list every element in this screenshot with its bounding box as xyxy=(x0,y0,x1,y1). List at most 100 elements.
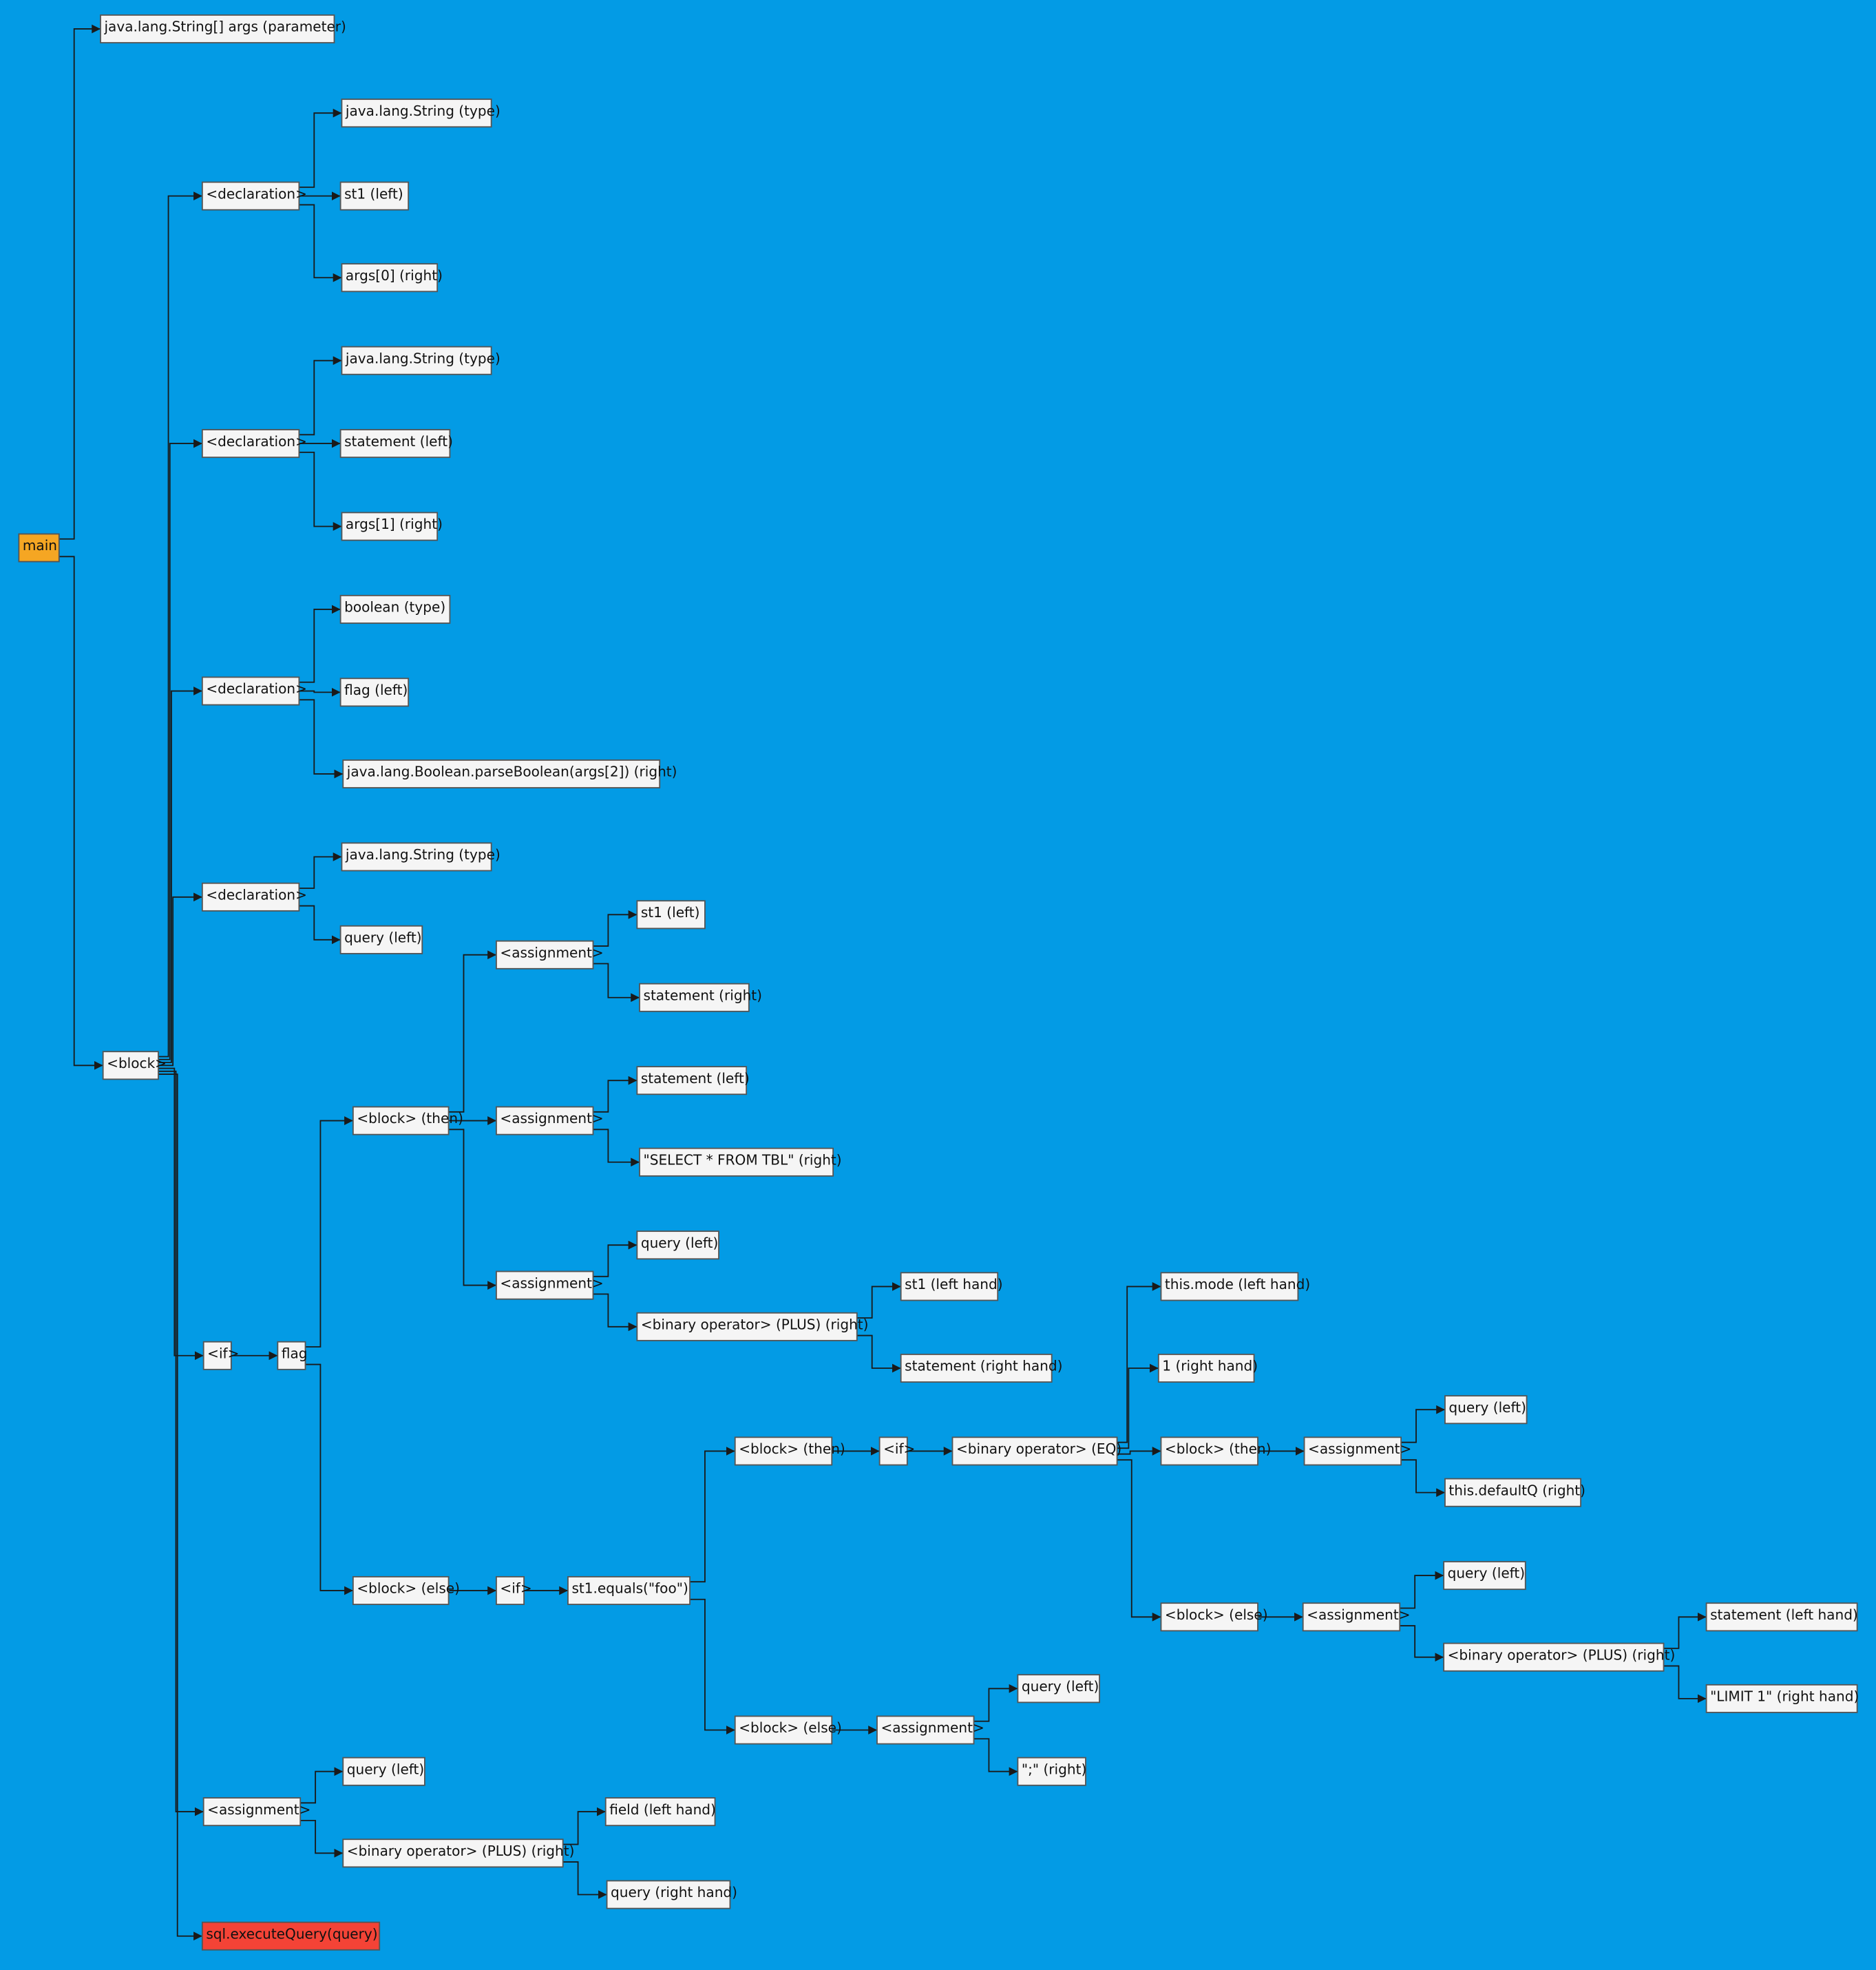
node-box xyxy=(339,181,410,211)
node-label: <block> xyxy=(107,1055,167,1071)
node: <block> (then) xyxy=(734,1436,845,1466)
node-box xyxy=(1157,1354,1255,1383)
node-box xyxy=(339,594,451,624)
edge xyxy=(1117,1459,1161,1622)
edge xyxy=(1400,1625,1444,1662)
node-box xyxy=(604,1797,716,1827)
node-label: boolean (type) xyxy=(344,599,445,616)
node-box xyxy=(606,1880,731,1909)
node-label: java.lang.String[] args (parameter) xyxy=(103,19,346,35)
node-label: <declaration> xyxy=(206,433,307,450)
node: <block> (then) xyxy=(1160,1436,1272,1466)
node: boolean (type) xyxy=(339,594,451,624)
node: <binary operator> (PLUS) (right) xyxy=(1443,1642,1676,1672)
node-label: flag xyxy=(282,1345,308,1361)
node: statement (right) xyxy=(639,983,762,1012)
node-label: main xyxy=(23,537,57,554)
node: query (left) xyxy=(636,1230,719,1260)
node: java.lang.Boolean.parseBoolean(args[2]) … xyxy=(342,759,677,788)
node: java.lang.String (type) xyxy=(341,346,500,375)
node-label: <block> (else) xyxy=(357,1580,460,1597)
node-label: 1 (right hand) xyxy=(1162,1358,1258,1374)
node-box xyxy=(1017,1674,1100,1704)
node-box xyxy=(201,882,300,912)
edge xyxy=(562,1861,607,1899)
node-box xyxy=(1160,1272,1299,1301)
node-label: <block> (then) xyxy=(739,1440,845,1457)
node-label: <assignment> xyxy=(500,1110,603,1127)
node-box xyxy=(636,1066,748,1096)
node-label: query (left) xyxy=(347,1761,424,1777)
node-box xyxy=(202,1341,232,1370)
node-box xyxy=(1303,1436,1402,1466)
node: <assignment> xyxy=(496,1270,604,1300)
node-label: <if> xyxy=(883,1440,915,1457)
edge xyxy=(1401,1459,1445,1498)
node: statement (left) xyxy=(339,429,453,459)
node: query (left) xyxy=(1017,1674,1100,1704)
node-box xyxy=(734,1436,833,1466)
node-box xyxy=(1705,1602,1858,1632)
node-box xyxy=(341,346,492,375)
edge xyxy=(690,1598,735,1735)
node-box xyxy=(201,181,300,211)
node: <declaration> xyxy=(201,429,307,459)
node-box xyxy=(339,429,451,459)
node-box xyxy=(1444,1478,1581,1507)
node-label: <if> xyxy=(207,1345,239,1361)
node-label: statement (left) xyxy=(641,1070,750,1087)
edge xyxy=(59,24,101,540)
edge xyxy=(158,1067,204,1361)
node-label: <assignment> xyxy=(881,1719,984,1736)
node: <declaration> xyxy=(201,882,307,912)
node-box xyxy=(342,1838,564,1868)
edge xyxy=(593,1293,637,1332)
node-box xyxy=(878,1436,908,1466)
node-label: sql.executeQuery(query) xyxy=(206,1925,377,1942)
node: <assignment> xyxy=(496,1106,604,1135)
node-label: <if> xyxy=(500,1580,531,1597)
node: <binary operator> (PLUS) (right) xyxy=(636,1312,869,1341)
node-label: this.mode (left hand) xyxy=(1165,1276,1310,1292)
node: <binary operator> (EQ) xyxy=(951,1436,1121,1466)
node-label: query (left) xyxy=(1022,1678,1099,1695)
node-label: <binary operator> (PLUS) (right) xyxy=(1448,1646,1676,1663)
node-box xyxy=(1443,1561,1526,1591)
node-label: <assignment> xyxy=(207,1801,310,1818)
node-label: <binary operator> (PLUS) (right) xyxy=(641,1316,869,1332)
node-box xyxy=(341,842,492,872)
edge xyxy=(1117,1282,1161,1443)
node-label: st1 (left) xyxy=(344,185,403,202)
edge xyxy=(593,1240,637,1277)
node-box xyxy=(1705,1684,1858,1713)
node: <if> xyxy=(878,1436,915,1466)
edge xyxy=(299,687,341,697)
edge xyxy=(1401,1405,1445,1443)
node-box xyxy=(1443,1642,1665,1672)
edge xyxy=(448,1129,496,1290)
node-box xyxy=(202,1797,302,1827)
edge xyxy=(448,950,496,1113)
node: args[1] (right) xyxy=(341,512,443,541)
node-box xyxy=(342,759,661,788)
node: st1.equals("foo") xyxy=(567,1575,691,1605)
node-label: <assignment> xyxy=(500,944,603,961)
node-box xyxy=(636,1230,719,1260)
node-label: java.lang.Boolean.parseBoolean(args[2]) … xyxy=(346,764,677,780)
edge xyxy=(1663,1665,1707,1704)
edge xyxy=(158,1073,202,1941)
edge xyxy=(158,892,202,1067)
node-label: "LIMIT 1" (right hand) xyxy=(1710,1688,1859,1705)
node-label: <assignment> xyxy=(1308,1440,1411,1457)
node-label: st1.equals("foo") xyxy=(571,1580,688,1597)
node: statement (right hand) xyxy=(900,1354,1062,1383)
node-label: java.lang.String (type) xyxy=(345,103,500,119)
node-box xyxy=(201,676,300,706)
node: st1 (left) xyxy=(339,181,410,211)
node-box xyxy=(639,983,750,1012)
node-label: statement (right hand) xyxy=(905,1358,1062,1374)
edge xyxy=(305,1363,353,1595)
